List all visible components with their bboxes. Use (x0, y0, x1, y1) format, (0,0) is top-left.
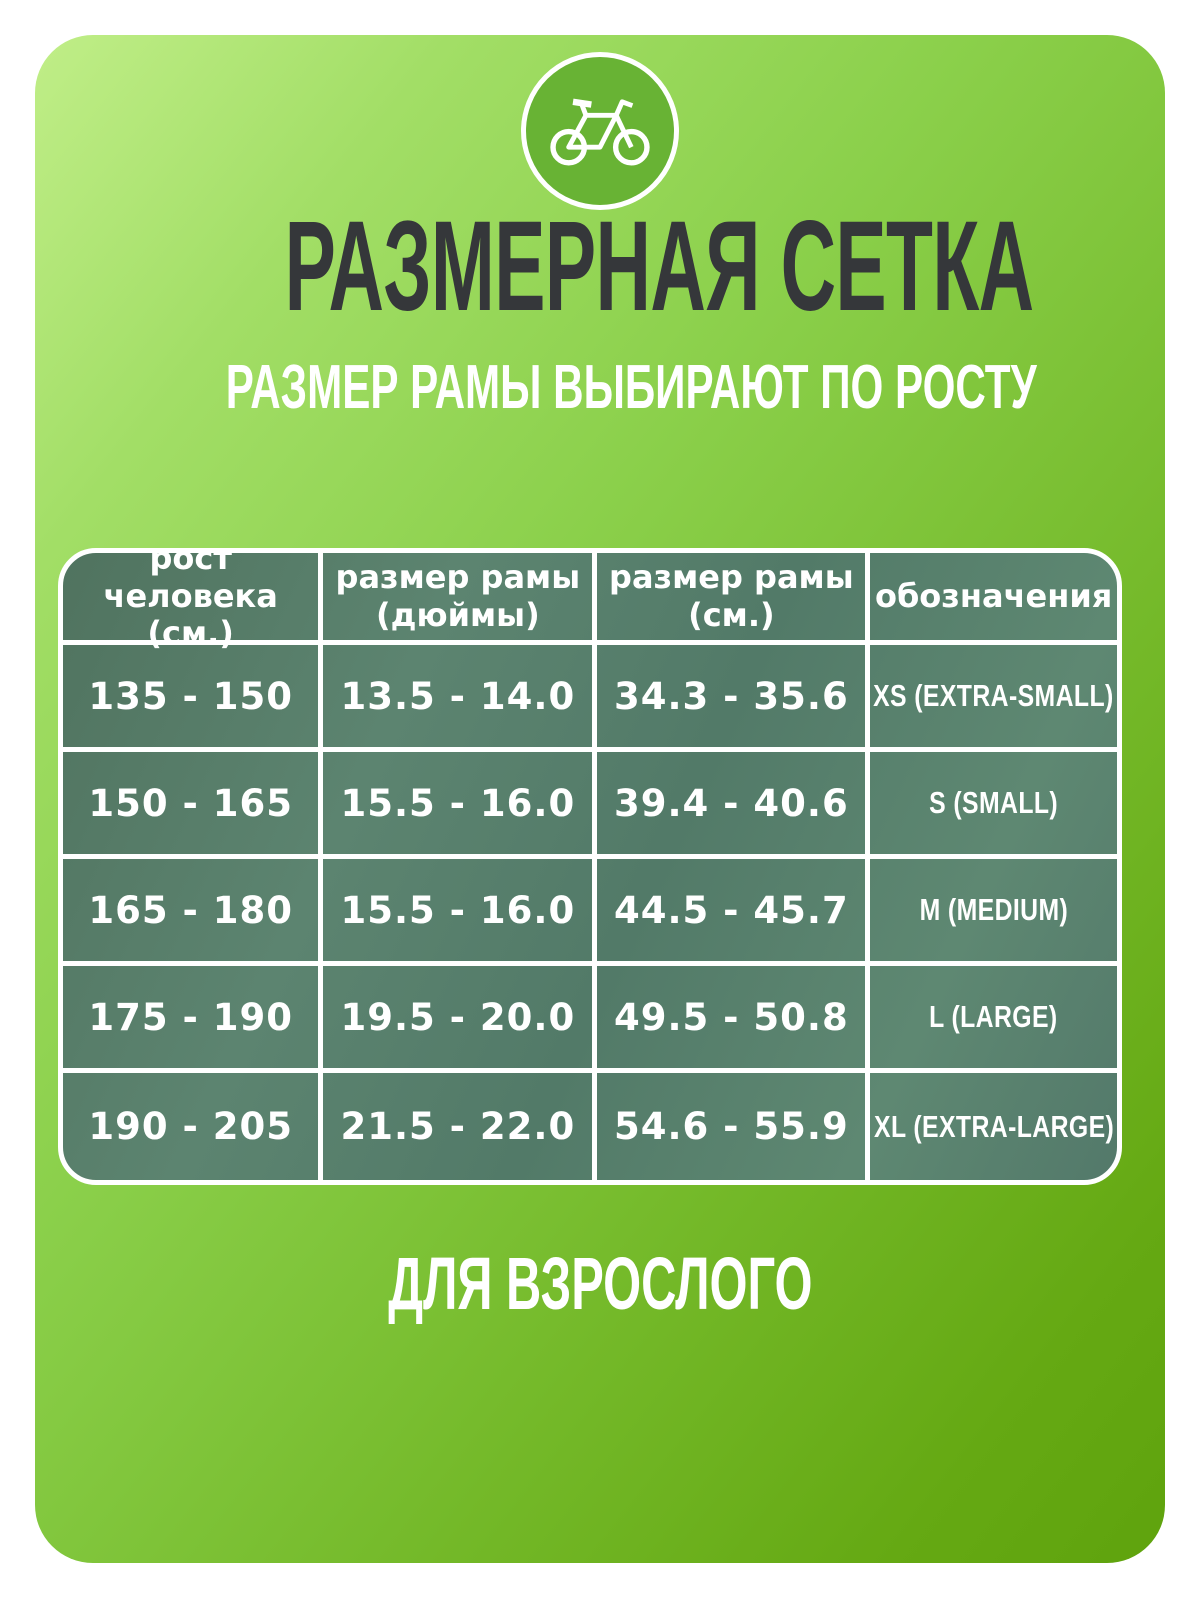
table-cell: 39.4 - 40.6 (597, 752, 871, 859)
size-label: XS (EXTRA-SMALL) (873, 678, 1114, 713)
cell-text: 175 - 190 (88, 995, 293, 1039)
cell-text: 15.5 - 16.0 (340, 781, 576, 825)
header-text: размер рамы (дюймы) (335, 557, 581, 634)
table-cell: 13.5 - 14.0 (323, 645, 598, 752)
bicycle-icon (550, 98, 650, 166)
table-header-frame-cm: размер рамы (см.) (597, 553, 871, 645)
table-cell: 21.5 - 22.0 (323, 1073, 598, 1180)
page-title: РАЗМЕРНАЯ СЕТКА (35, 203, 1165, 331)
cell-text: 34.3 - 35.6 (614, 674, 849, 718)
cell-text: 49.5 - 50.8 (614, 995, 849, 1039)
table-cell: 34.3 - 35.6 (597, 645, 871, 752)
cell-text: 150 - 165 (88, 781, 293, 825)
size-table: рост человека (см.) размер рамы (дюймы) … (58, 548, 1122, 1185)
cell-text: 54.6 - 55.9 (614, 1105, 849, 1148)
size-label: L (LARGE) (929, 999, 1058, 1034)
table-header-height-cm: рост человека (см.) (63, 553, 324, 652)
table-cell: 175 - 190 (63, 966, 324, 1073)
page-subtitle: РАЗМЕР РАМЫ ВЫБИРАЮТ ПО РОСТУ (35, 357, 1165, 419)
cell-text: 13.5 - 14.0 (340, 674, 576, 718)
table-cell: 150 - 165 (63, 752, 324, 859)
size-label: M (MEDIUM) (919, 892, 1068, 927)
table-cell-size-label: M (MEDIUM) (870, 859, 1117, 966)
cell-text: 165 - 180 (88, 888, 293, 932)
table-cell: 15.5 - 16.0 (323, 859, 598, 966)
table-cell-size-label: L (LARGE) (870, 966, 1117, 1073)
table-cell: 44.5 - 45.7 (597, 859, 871, 966)
cell-text: 44.5 - 45.7 (614, 888, 849, 932)
table-cell-size-label: XS (EXTRA-SMALL) (870, 645, 1117, 752)
size-chart-card: РАЗМЕРНАЯ СЕТКА РАЗМЕР РАМЫ ВЫБИРАЮТ ПО … (35, 35, 1165, 1563)
table-cell: 19.5 - 20.0 (323, 966, 598, 1073)
audience-note-text: ДЛЯ ВЗРОСЛОГО (387, 1242, 813, 1325)
cell-text: 19.5 - 20.0 (340, 995, 576, 1039)
icon-circle (521, 52, 679, 210)
page-title-text: РАЗМЕРНАЯ СЕТКА (284, 195, 1034, 338)
cell-text: 190 - 205 (88, 1105, 293, 1148)
audience-note: ДЛЯ ВЗРОСЛОГО (35, 1247, 1165, 1321)
cell-text: 39.4 - 40.6 (614, 781, 849, 825)
table-cell-size-label: XL (EXTRA-LARGE) (870, 1073, 1117, 1180)
header-text: рост человека (см.) (103, 548, 278, 653)
table-cell-size-label: S (SMALL) (870, 752, 1117, 859)
table-header-frame-inches: размер рамы (дюймы) (323, 553, 598, 645)
header-text: размер рамы (см.) (609, 557, 854, 634)
table-cell: 49.5 - 50.8 (597, 966, 871, 1073)
cell-text: 15.5 - 16.0 (340, 888, 576, 932)
size-label: S (SMALL) (929, 785, 1059, 820)
table-cell: 54.6 - 55.9 (597, 1073, 871, 1180)
page-subtitle-text: РАЗМЕР РАМЫ ВЫБИРАЮТ ПО РОСТУ (225, 353, 1037, 422)
size-label: XL (EXTRA-LARGE) (873, 1108, 1114, 1144)
header-text: обозначения (874, 576, 1113, 615)
table-cell: 190 - 205 (63, 1073, 324, 1180)
cell-text: 21.5 - 22.0 (340, 1105, 576, 1148)
table-header-designation: обозначения (870, 553, 1117, 645)
table-cell: 15.5 - 16.0 (323, 752, 598, 859)
cell-text: 135 - 150 (88, 674, 293, 718)
table-cell: 165 - 180 (63, 859, 324, 966)
table-cell: 135 - 150 (63, 645, 324, 752)
